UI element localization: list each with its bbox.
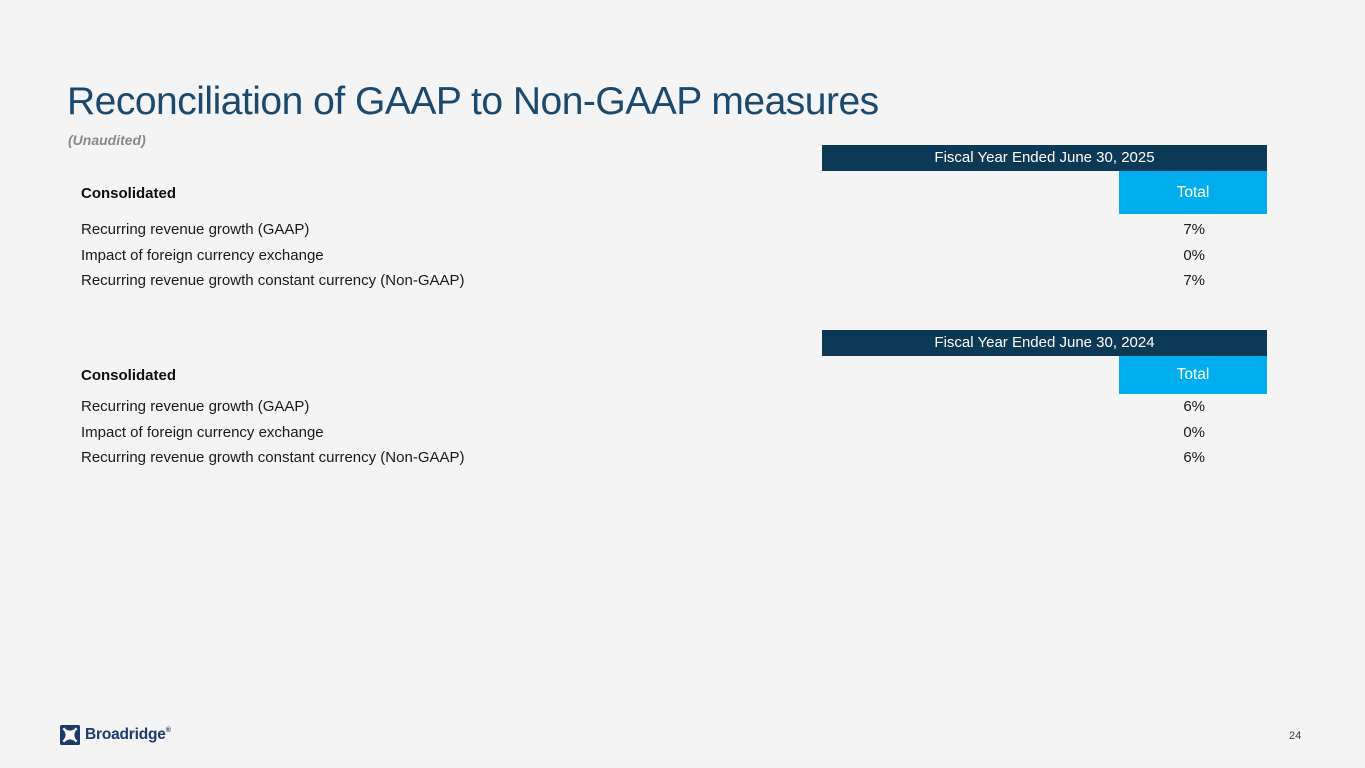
table-row: Impact of foreign currency exchange 0%: [81, 424, 1205, 441]
fy2024-total-column-header: Total: [1119, 356, 1267, 394]
logo-wordmark: Broadridge®: [85, 726, 171, 744]
table-row: Recurring revenue growth constant curren…: [81, 272, 1205, 289]
page-number: 24: [1289, 730, 1302, 742]
broadridge-logo-icon: [60, 725, 80, 745]
row-value: 7%: [1183, 272, 1205, 289]
row-value: 7%: [1183, 221, 1205, 238]
fy2025-period-header: Fiscal Year Ended June 30, 2025: [822, 145, 1267, 171]
row-value: 6%: [1183, 449, 1205, 466]
logo-wordmark-text: Broadridge: [85, 726, 166, 743]
registered-trademark-icon: ®: [165, 727, 171, 734]
fy2025-section-label: Consolidated: [81, 185, 177, 202]
table-row: Impact of foreign currency exchange 0%: [81, 247, 1205, 264]
row-value: 6%: [1183, 398, 1205, 415]
page-title: Reconciliation of GAAP to Non-GAAP measu…: [67, 80, 879, 124]
table-row: Recurring revenue growth (GAAP) 6%: [81, 398, 1205, 415]
broadridge-logo: Broadridge®: [60, 725, 171, 745]
table-row: Recurring revenue growth (GAAP) 7%: [81, 221, 1205, 238]
fy2024-period-header: Fiscal Year Ended June 30, 2024: [822, 330, 1267, 356]
row-label: Recurring revenue growth constant curren…: [81, 449, 465, 466]
row-label: Recurring revenue growth (GAAP): [81, 398, 310, 415]
row-label: Impact of foreign currency exchange: [81, 247, 324, 264]
table-row: Recurring revenue growth constant curren…: [81, 449, 1205, 466]
row-label: Impact of foreign currency exchange: [81, 424, 324, 441]
row-label: Recurring revenue growth (GAAP): [81, 221, 310, 238]
unaudited-note: (Unaudited): [68, 132, 146, 148]
fy2025-total-column-header: Total: [1119, 171, 1267, 214]
fy2024-section-label: Consolidated: [81, 367, 177, 384]
row-label: Recurring revenue growth constant curren…: [81, 272, 465, 289]
row-value: 0%: [1183, 424, 1205, 441]
row-value: 0%: [1183, 247, 1205, 264]
